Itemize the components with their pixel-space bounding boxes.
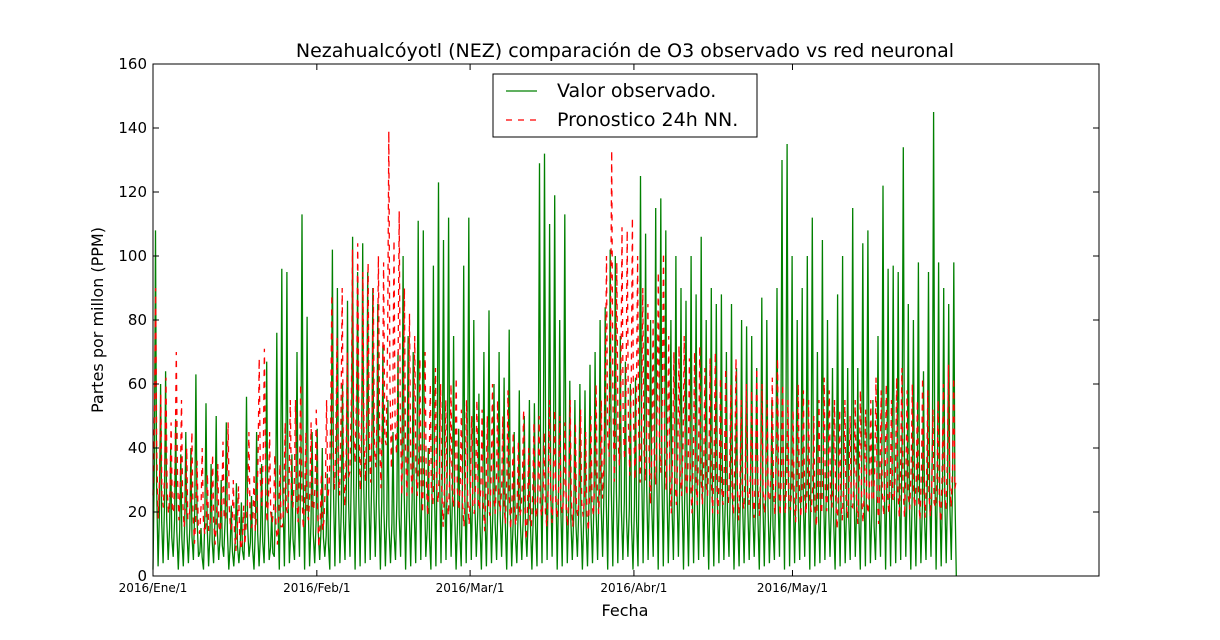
y-tick-label: 140 <box>118 119 147 137</box>
y-axis-label: Partes por millon (PPM) <box>88 227 107 413</box>
y-tick-label: 120 <box>118 183 147 201</box>
x-tick-label: 2016/May/1 <box>757 581 828 595</box>
series-observed-line <box>152 111 957 577</box>
x-axis-label: Fecha <box>602 601 649 620</box>
y-tick-label: 0 <box>137 567 147 585</box>
x-tick-label: 2016/Abr/1 <box>600 581 667 595</box>
series-forecast-line <box>152 131 957 551</box>
y-tick-label: 40 <box>128 439 147 457</box>
x-axis-ticks: 2016/Ene/1 2016/Feb/1 2016/Mar/1 2016/Abr/1… <box>119 64 828 595</box>
y-tick-label: 100 <box>118 247 147 265</box>
legend-label-observed: Valor observado. <box>557 80 716 102</box>
x-tick-label: 2016/Ene/1 <box>119 581 188 595</box>
y-tick-label: 20 <box>128 503 147 521</box>
chart-title: Nezahualcóyotl (NEZ) comparación de O3 o… <box>296 40 954 62</box>
legend: Valor observado. Pronostico 24h NN. <box>492 73 758 138</box>
legend-box <box>492 73 758 138</box>
x-tick-label: 2016/Feb/1 <box>283 581 351 595</box>
x-tick-label: 2016/Mar/1 <box>436 581 505 595</box>
y-tick-label: 160 <box>118 55 147 73</box>
y-axis-ticks: 0 20 40 60 80 100 120 140 160 <box>118 55 1099 585</box>
legend-label-forecast: Pronostico 24h NN. <box>557 109 738 131</box>
y-tick-label: 60 <box>128 375 147 393</box>
series-lines <box>152 111 957 577</box>
y-tick-label: 80 <box>128 311 147 329</box>
